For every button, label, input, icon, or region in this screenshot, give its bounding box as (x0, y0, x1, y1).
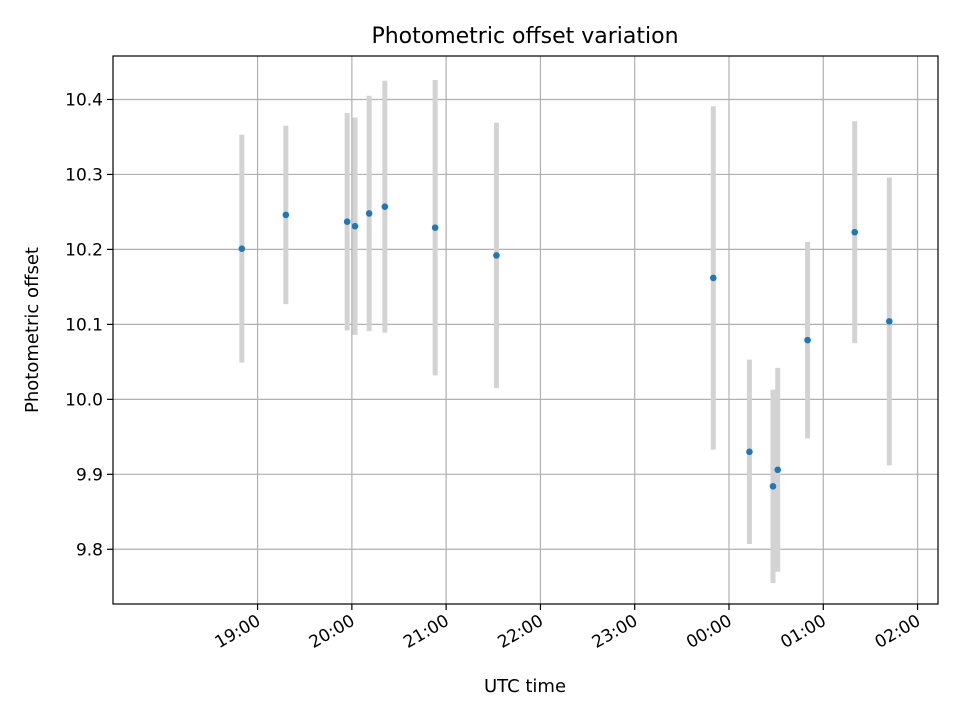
plot-frame (112, 55, 939, 605)
y-tick-label: 10.0 (65, 390, 103, 410)
data-point (769, 483, 777, 490)
data-point (746, 448, 753, 456)
data-point (365, 210, 373, 217)
y-axis-label: Photometric offset (22, 247, 43, 413)
data-point (493, 252, 500, 259)
data-point (804, 336, 811, 344)
y-tick-label: 10.4 (65, 90, 103, 110)
x-axis-label: UTC time (484, 676, 566, 697)
data-point (343, 218, 351, 225)
y-tick-label: 10.2 (65, 240, 103, 260)
data-point (885, 318, 893, 325)
data-point (381, 203, 389, 210)
data-point (709, 274, 717, 282)
data-points (238, 203, 893, 490)
y-tick-label: 10.1 (65, 315, 103, 335)
y-tick-label: 9.8 (76, 540, 103, 560)
data-point (351, 222, 359, 230)
data-point (851, 228, 859, 236)
y-tick-label: 10.3 (65, 165, 103, 185)
data-point (238, 245, 246, 252)
y-tick-label: 9.9 (76, 465, 103, 485)
grid (113, 56, 938, 604)
y-axis-ticks: 9.8 9.9 10.0 10.1 10.2 10.3 10.4 (65, 90, 113, 560)
data-point (431, 224, 439, 231)
chart-title: Photometric offset variation (371, 24, 678, 49)
data-point (282, 211, 290, 219)
data-point (774, 466, 782, 474)
